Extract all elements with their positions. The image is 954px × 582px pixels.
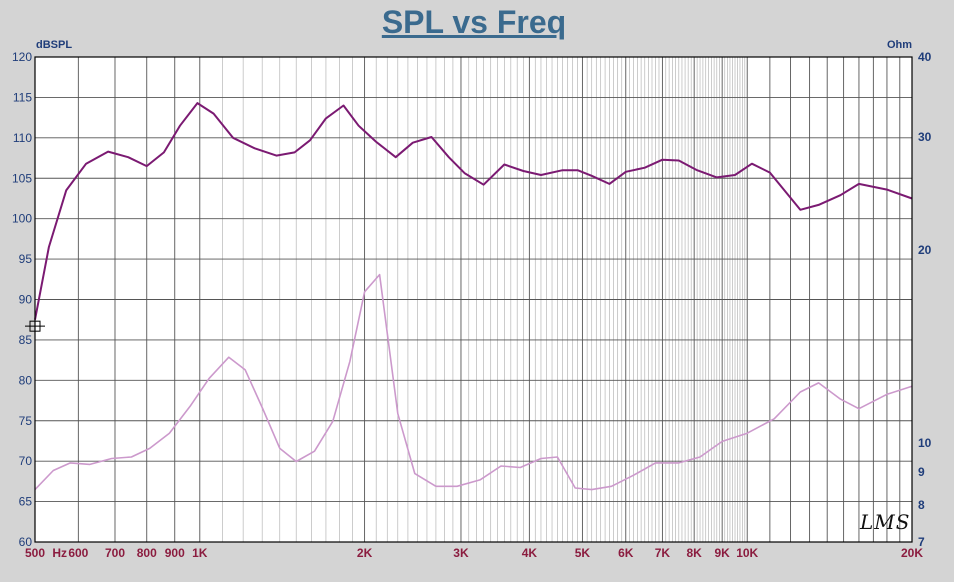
- y-tick-label: 80: [19, 373, 33, 387]
- y-tick-label: 100: [12, 212, 32, 226]
- lms-logo: LMS: [860, 510, 911, 534]
- plot-frame: [34, 56, 913, 543]
- y-tick-label: 120: [12, 50, 32, 64]
- spl-line: [34, 102, 913, 320]
- x-tick-label: 20K: [901, 546, 923, 560]
- y-tick-label: 70: [19, 454, 33, 468]
- y-tick-label: 105: [12, 171, 32, 185]
- x-tick-label: 5K: [575, 546, 591, 560]
- y-tick-label: 65: [19, 495, 33, 509]
- x-tick-label: 6K: [618, 546, 634, 560]
- x-tick-label: 2K: [357, 546, 373, 560]
- x-tick-label: 9K: [714, 546, 730, 560]
- y2-tick-label: 40: [918, 50, 932, 64]
- x-tick-label: 500: [25, 546, 45, 560]
- x-axis-unit-label: Hz: [52, 546, 67, 560]
- y-tick-label: 75: [19, 414, 33, 428]
- y-tick-label: 85: [19, 333, 33, 347]
- y-tick-label: 95: [19, 252, 33, 266]
- y-axis-right-label: Ohm: [887, 39, 913, 51]
- y-tick-label: 115: [13, 90, 32, 104]
- y2-tick-label: 30: [918, 130, 932, 144]
- x-tick-label: 1K: [192, 546, 208, 560]
- y2-tick-label: 9: [918, 465, 925, 479]
- y-axis-left-label: dBSPL: [36, 39, 73, 51]
- x-tick-label: 700: [105, 546, 125, 560]
- x-tick-label: 900: [165, 546, 185, 560]
- x-tick-label: 8K: [686, 546, 702, 560]
- y2-tick-label: 8: [918, 498, 925, 512]
- x-tick-label: 800: [137, 546, 157, 560]
- chart-title: SPL vs Freq: [381, 4, 567, 40]
- y2-tick-label: 7: [918, 535, 925, 549]
- x-tick-label: 10K: [736, 546, 758, 560]
- y-tick-label: 60: [19, 535, 33, 549]
- x-tick-label: 7K: [655, 546, 671, 560]
- impedance-line: [34, 273, 913, 491]
- x-tick-label: 600: [68, 546, 88, 560]
- y-tick-label: 90: [19, 293, 33, 307]
- y2-tick-label: 10: [918, 436, 932, 450]
- x-tick-label: 3K: [453, 546, 469, 560]
- y-tick-label: 110: [13, 131, 32, 145]
- y2-tick-label: 20: [918, 243, 932, 257]
- x-tick-label: 4K: [522, 546, 538, 560]
